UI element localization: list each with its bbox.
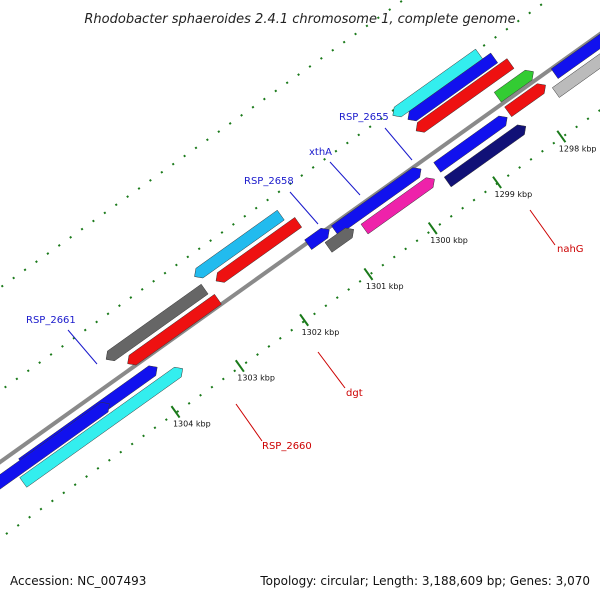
gene-arrow-blue-2[interactable] [433,115,508,173]
gene-arrow-nahg-blue[interactable] [407,52,499,122]
gene-arrow-dgt-sky[interactable] [194,209,285,279]
gene-label-leader [329,161,361,196]
kbp-tick [427,222,438,235]
gene-label-rsp_2658[interactable]: RSP_2658 [244,176,294,187]
gene-label-rsp_2660[interactable]: RSP_2660 [262,441,312,452]
gene-label-layer: RSP_2655 xthA RSP_2658 RSP_2661 nahG dgt RSP_2… [26,112,584,452]
gene-label-leader [317,351,346,389]
kbp-tick-label: 1304 kbp [173,420,211,429]
kbp-tick [170,405,181,419]
gene-label-xtha[interactable]: xthA [309,147,332,158]
gene-arrow-rsp2660[interactable] [105,283,209,362]
gene-label-rsp_2655[interactable]: RSP_2655 [339,112,389,123]
gene-arrow-blue-4[interactable] [304,227,330,250]
gene-arrow-dgt-red[interactable] [215,217,303,283]
gene-label-leader [384,127,413,161]
gene-label-nahg[interactable]: nahG [557,244,584,255]
chromosome-backbone [0,31,600,465]
gene-label-leader [529,209,556,246]
gene-arrow-rsp2661[interactable] [19,366,183,488]
kbp-tick-label: 1302 kbp [302,328,340,337]
gene-label-rsp_2661[interactable]: RSP_2661 [26,315,76,326]
map-title: Rhodobacter sphaeroides 2.4.1 chromosome… [84,12,515,27]
kbp-tick [363,267,374,281]
gene-arrow-rsp2655[interactable] [443,124,527,188]
gene-arrow-gray-top[interactable] [551,35,600,98]
gene-label-leader [235,403,263,442]
gene-label-leader [289,191,319,225]
accession-text: Accession: NC_007493 [10,574,147,588]
kbp-tick [492,176,502,189]
kbp-tick [299,313,310,327]
kbp-tick [556,130,567,143]
gene-label-dgt[interactable]: dgt [346,388,363,399]
gene-arrow-xtha[interactable] [360,177,435,235]
kbp-tick-label: 1300 kbp [430,236,468,245]
gene-arrow-nahg-cyan[interactable] [392,48,483,118]
gene-layer [0,22,600,493]
gene-arrow-red-1[interactable] [504,83,546,118]
kbp-tick-label: 1301 kbp [366,282,404,291]
gene-arrow-nahg-red[interactable] [415,58,515,133]
backbone-layer [0,31,600,465]
genome-summary-text: Topology: circular; Length: 3,188,609 bp… [260,574,590,588]
kbp-tick-label: 1298 kbp [559,144,597,153]
gene-arrow-blue-7[interactable] [0,402,110,493]
kbp-tick-label: 1303 kbp [237,374,275,383]
gene-arrow-blue-3[interactable] [331,167,422,236]
kbp-tick [234,359,245,373]
gene-arrow-blue-top[interactable] [550,22,600,79]
gene-label-leader [67,329,98,365]
gene-arrow-rsp2658[interactable] [324,227,354,253]
kbp-tick-label: 1299 kbp [495,190,533,199]
gene-arrow-red-5[interactable] [127,293,222,366]
gene-arrow-green[interactable] [493,69,534,103]
